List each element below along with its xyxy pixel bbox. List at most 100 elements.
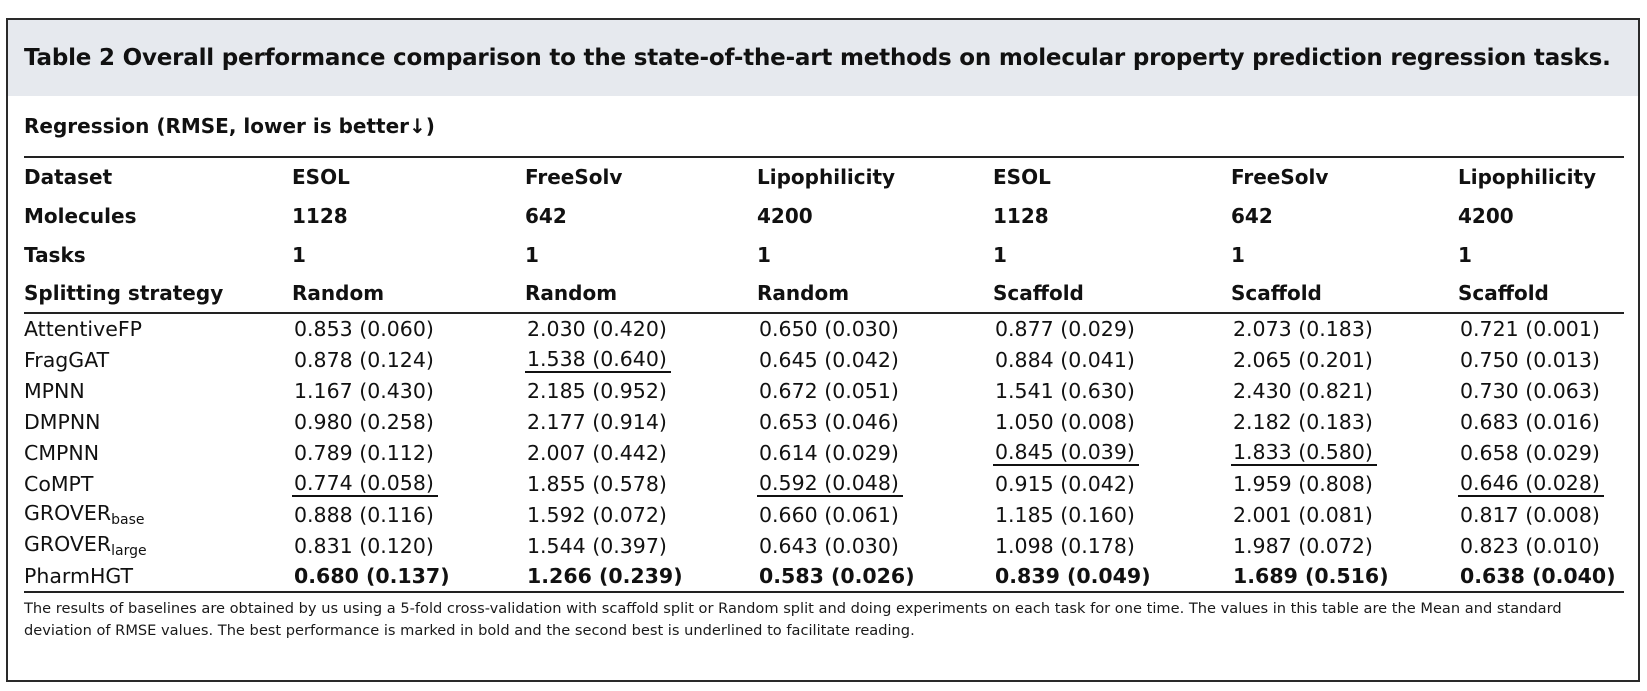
header-cell: Scaffold bbox=[1458, 274, 1624, 314]
header-cell: 642 bbox=[525, 203, 567, 228]
value-cell: 0.877 (0.029) bbox=[993, 313, 1231, 344]
header-cell: 1 bbox=[292, 242, 306, 267]
value-cell: 2.182 (0.183) bbox=[1231, 406, 1458, 437]
header-cell: ESOL bbox=[993, 156, 1231, 196]
value-cell: 0.888 (0.116) bbox=[292, 499, 525, 530]
value-cell: 1.833 (0.580) bbox=[1231, 437, 1458, 468]
rmse-value: 0.638 (0.040) bbox=[1460, 564, 1616, 588]
rmse-value: 0.730 (0.063) bbox=[1460, 378, 1600, 403]
method-label: CMPNN bbox=[24, 440, 100, 465]
rmse-value: 0.658 (0.029) bbox=[1460, 440, 1600, 465]
header-cell: Random bbox=[292, 274, 525, 314]
rmse-value: 1.544 (0.397) bbox=[527, 533, 667, 558]
header-label: Molecules bbox=[24, 203, 137, 228]
table-row: CMPNN 0.789 (0.112) 2.007 (0.442) 0.614 (0.… bbox=[24, 437, 1624, 468]
value-cell: 0.915 (0.042) bbox=[993, 468, 1231, 499]
header-cell: Scaffold bbox=[1231, 274, 1458, 314]
rmse-value: 1.185 (0.160) bbox=[995, 502, 1135, 527]
rmse-value: 1.266 (0.239) bbox=[527, 564, 683, 588]
rmse-value: 0.774 (0.058) bbox=[292, 471, 438, 497]
rmse-value: 1.833 (0.580) bbox=[1231, 440, 1377, 466]
rmse-value: 0.817 (0.008) bbox=[1460, 502, 1600, 527]
header-cell: Scaffold bbox=[993, 274, 1231, 314]
header-cell: 642 bbox=[1231, 203, 1273, 228]
method-label: PharmHGT bbox=[24, 564, 134, 588]
rmse-value: 0.845 (0.039) bbox=[993, 440, 1139, 466]
value-cell: 0.660 (0.061) bbox=[757, 499, 993, 530]
table-header: Dataset ESOL FreeSolv Lipophilicity ESOL Free… bbox=[24, 156, 1624, 314]
value-cell: 0.683 (0.016) bbox=[1458, 406, 1624, 437]
header-cell: 1128 bbox=[993, 203, 1049, 228]
rmse-value: 1.538 (0.640) bbox=[525, 347, 671, 373]
value-cell: 2.177 (0.914) bbox=[525, 406, 757, 437]
rmse-value: 0.650 (0.030) bbox=[759, 317, 899, 341]
value-cell: 0.884 (0.041) bbox=[993, 344, 1231, 375]
table-row: AttentiveFP 0.853 (0.060) 2.030 (0.420) 0.6… bbox=[24, 313, 1624, 344]
method-label: GROVER bbox=[24, 501, 112, 525]
value-cell: 0.750 (0.013) bbox=[1458, 344, 1624, 375]
header-label: Splitting strategy bbox=[24, 274, 292, 314]
value-cell: 0.614 (0.029) bbox=[757, 437, 993, 468]
value-cell: 0.878 (0.124) bbox=[292, 344, 525, 375]
header-cell: FreeSolv bbox=[525, 156, 757, 196]
value-cell: 0.774 (0.058) bbox=[292, 468, 525, 499]
header-cell: Lipophilicity bbox=[757, 156, 993, 196]
method-name: DMPNN bbox=[24, 406, 292, 437]
method-name: GROVERbase bbox=[24, 499, 292, 530]
header-cell: Random bbox=[525, 274, 757, 314]
rmse-value: 1.098 (0.178) bbox=[995, 533, 1135, 558]
value-cell: 1.167 (0.430) bbox=[292, 375, 525, 406]
rmse-value: 0.915 (0.042) bbox=[995, 471, 1135, 496]
rmse-value: 1.689 (0.516) bbox=[1233, 564, 1389, 588]
rmse-value: 0.789 (0.112) bbox=[294, 440, 434, 465]
rmse-value: 0.680 (0.137) bbox=[294, 564, 450, 588]
rmse-value: 0.878 (0.124) bbox=[294, 347, 434, 372]
rmse-value: 0.884 (0.041) bbox=[995, 347, 1135, 372]
method-label: GROVER bbox=[24, 532, 112, 556]
table-frame: Table 2 Overall performance comparison t… bbox=[6, 18, 1640, 682]
method-name: PharmHGT bbox=[24, 561, 292, 593]
rmse-value: 2.001 (0.081) bbox=[1233, 502, 1373, 527]
header-label: Tasks bbox=[24, 242, 86, 267]
rmse-value: 0.645 (0.042) bbox=[759, 347, 899, 372]
rmse-value: 0.646 (0.028) bbox=[1458, 471, 1604, 497]
method-subscript: base bbox=[111, 512, 145, 528]
header-cell: 1 bbox=[1458, 242, 1472, 267]
method-name: CoMPT bbox=[24, 468, 292, 499]
method-name: AttentiveFP bbox=[24, 313, 292, 344]
header-cell: 4200 bbox=[757, 203, 813, 228]
table-body: AttentiveFP 0.853 (0.060) 2.030 (0.420) 0.6… bbox=[24, 313, 1624, 593]
table-row: PharmHGT 0.680 (0.137) 1.266 (0.239) 0.583 … bbox=[24, 561, 1624, 593]
value-cell: 1.541 (0.630) bbox=[993, 375, 1231, 406]
rmse-value: 1.592 (0.072) bbox=[527, 502, 667, 527]
table-row: DMPNN 0.980 (0.258) 2.177 (0.914) 0.653 (0.… bbox=[24, 406, 1624, 437]
rmse-value: 2.177 (0.914) bbox=[527, 409, 667, 434]
rmse-value: 0.721 (0.001) bbox=[1460, 317, 1600, 341]
method-label: DMPNN bbox=[24, 409, 101, 434]
value-cell: 0.658 (0.029) bbox=[1458, 437, 1624, 468]
value-cell: 0.583 (0.026) bbox=[757, 561, 993, 593]
rmse-value: 2.007 (0.442) bbox=[527, 440, 667, 465]
table-caption: Table 2 Overall performance comparison t… bbox=[8, 20, 1638, 96]
rmse-value: 0.683 (0.016) bbox=[1460, 409, 1600, 434]
value-cell: 1.592 (0.072) bbox=[525, 499, 757, 530]
value-cell: 0.650 (0.030) bbox=[757, 313, 993, 344]
rmse-value: 0.888 (0.116) bbox=[294, 502, 434, 527]
header-cell: 1 bbox=[757, 242, 771, 267]
value-cell: 0.823 (0.010) bbox=[1458, 530, 1624, 561]
value-cell: 0.653 (0.046) bbox=[757, 406, 993, 437]
method-name: FragGAT bbox=[24, 344, 292, 375]
value-cell: 2.185 (0.952) bbox=[525, 375, 757, 406]
method-label: FragGAT bbox=[24, 347, 110, 372]
rmse-value: 0.980 (0.258) bbox=[294, 409, 434, 434]
header-row: Tasks 1 1 1 1 1 1 bbox=[24, 235, 1624, 274]
table-row: MPNN 1.167 (0.430) 2.185 (0.952) 0.672 (0.0… bbox=[24, 375, 1624, 406]
table-row: CoMPT 0.774 (0.058) 1.855 (0.578) 0.592 (0.… bbox=[24, 468, 1624, 499]
value-cell: 0.730 (0.063) bbox=[1458, 375, 1624, 406]
method-label: MPNN bbox=[24, 378, 85, 403]
value-cell: 2.030 (0.420) bbox=[525, 313, 757, 344]
header-cell: ESOL bbox=[292, 156, 525, 196]
rmse-value: 0.672 (0.051) bbox=[759, 378, 899, 403]
method-name: CMPNN bbox=[24, 437, 292, 468]
header-cell: 1 bbox=[525, 242, 539, 267]
